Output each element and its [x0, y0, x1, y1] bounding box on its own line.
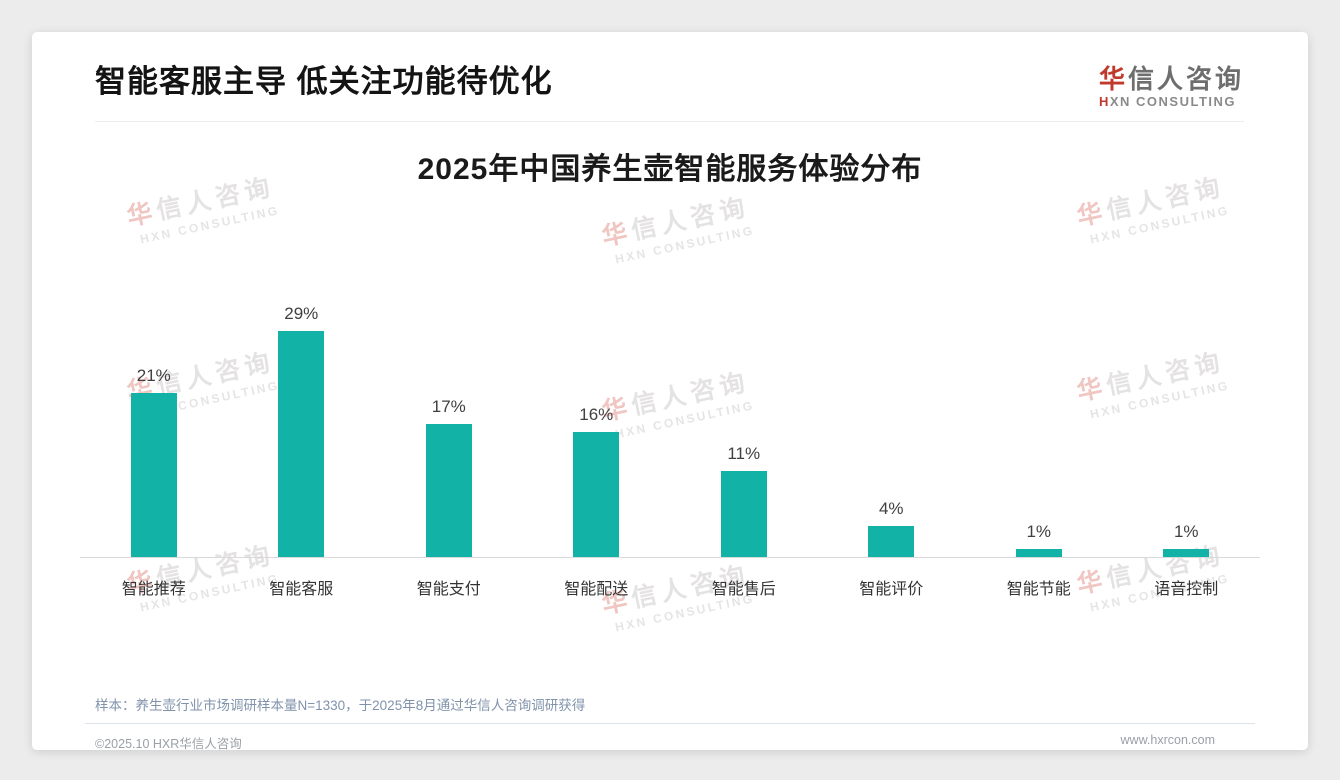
slide-card: 华信人咨询 HXN CONSULTING 华信人咨询 HXN CONSULTING 华信… [32, 32, 1308, 750]
bar-value-label: 1% [1173, 522, 1199, 542]
bar [278, 330, 325, 557]
category-label: 智能售后 [711, 581, 776, 598]
sample-note: 样本：养生壶行业市场调研样本量N=1330，于2025年8月通过华信人咨询调研获… [95, 698, 586, 713]
category-label: 智能配送 [564, 581, 629, 598]
category-label: 语音控制 [1154, 581, 1219, 598]
category-label: 智能推荐 [121, 581, 186, 598]
logo-english-name: HXN CONSULTING [1098, 94, 1237, 109]
chart-bar-column: 29% [228, 304, 376, 557]
header: 智能客服主导 低关注功能待优化 华信人咨询 HXN CONSULTING [32, 32, 1308, 110]
bar-value-label: 11% [727, 444, 761, 464]
bar [1015, 549, 1062, 557]
category-label: 智能客服 [269, 581, 334, 598]
bar [720, 471, 767, 557]
bar-value-label: 16% [579, 405, 614, 425]
bar-chart-plot-area: 21% 29% 17% 16% 11% 4% 1% 1% [80, 224, 1260, 558]
bar-value-label: 1% [1026, 522, 1052, 542]
title-divider [95, 121, 1244, 122]
chart-bar-column: 4% [818, 499, 966, 557]
category-label: 智能支付 [416, 581, 481, 598]
bar [868, 525, 915, 557]
chart-title: 2025年中国养生壶智能服务体验分布 [417, 153, 923, 186]
logo-chinese-name: 华信人咨询 [1098, 64, 1244, 94]
chart-bar-column: 11% [670, 444, 818, 557]
footer: ©2025.10 HXR华信人咨询 www.hxrcon.com [32, 724, 1308, 750]
website-url: www.hxrcon.com [1120, 733, 1215, 747]
chart-bar-column: 21% [80, 366, 228, 557]
chart-bar-column: 17% [375, 397, 523, 557]
copyright-text: ©2025.10 HXR华信人咨询 [95, 737, 242, 750]
bar-value-label: 29% [284, 303, 319, 323]
bar [1163, 549, 1210, 557]
bar [425, 424, 472, 557]
bar [130, 393, 177, 557]
page-title: 智能客服主导 低关注功能待优化 [95, 64, 553, 99]
bar-value-label: 21% [136, 366, 171, 386]
category-label: 智能节能 [1006, 581, 1071, 598]
company-logo: 华信人咨询 HXN CONSULTING [1099, 62, 1244, 110]
bar-value-label: 4% [878, 498, 904, 518]
chart-bar-column: 1% [1113, 522, 1261, 557]
bar-value-label: 17% [431, 397, 466, 417]
category-axis: 智能推荐 智能客服 智能支付 智能配送 智能售后 智能评价 智能节能 语音控制 [80, 558, 1260, 599]
chart-bar-column: 1% [965, 522, 1113, 557]
footer-divider [85, 723, 1255, 724]
category-label: 智能评价 [859, 581, 924, 598]
bar [573, 432, 620, 557]
chart-bar-column: 16% [523, 405, 671, 557]
